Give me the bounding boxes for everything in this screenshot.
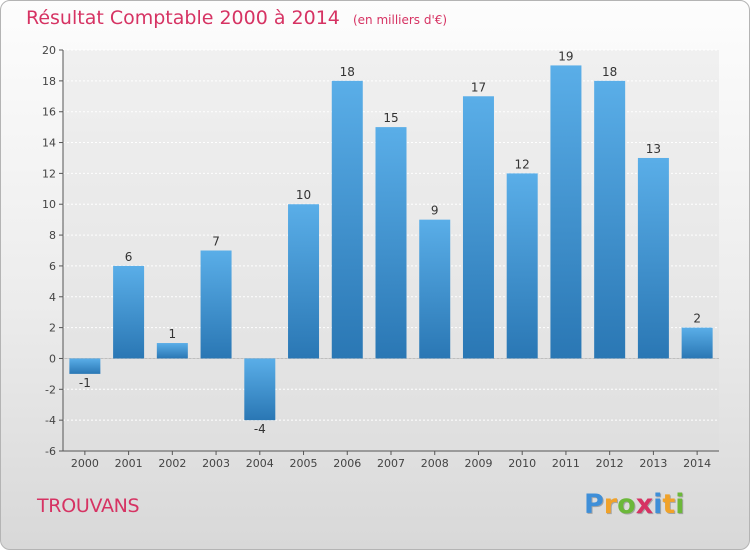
bar [375, 127, 407, 359]
y-tick-label: -2 [45, 383, 56, 396]
logo-letter: x [635, 489, 654, 520]
x-tick-label: 2002 [158, 457, 186, 470]
bar-value-label: 6 [125, 250, 133, 264]
bar-value-label: 12 [515, 157, 530, 171]
y-tick-label: 14 [42, 137, 56, 150]
bar-value-label: 17 [471, 80, 486, 94]
commune-name: TROUVANS [37, 495, 140, 517]
y-tick-label: 10 [42, 198, 56, 211]
y-tick-label: 8 [49, 229, 56, 242]
logo-letter: t [662, 489, 676, 520]
logo-letter: o [617, 489, 636, 520]
bar-value-label: 13 [646, 142, 661, 156]
bar-value-label: 15 [383, 111, 398, 125]
bar [69, 358, 101, 374]
bar [156, 343, 188, 359]
bar-value-label: 9 [431, 204, 439, 218]
bar-value-label: -4 [254, 422, 266, 436]
bar-value-label: 2 [693, 312, 701, 326]
bar-value-label: 18 [340, 65, 355, 79]
y-tick-label: 18 [42, 75, 56, 88]
bar [419, 219, 451, 359]
x-tick-label: 2006 [333, 457, 361, 470]
bar-value-label: 19 [558, 49, 573, 63]
x-tick-label: 2001 [115, 457, 143, 470]
bar [637, 157, 669, 359]
x-tick-label: 2004 [246, 457, 274, 470]
x-tick-label: 2012 [596, 457, 624, 470]
logo-letter: i [653, 489, 663, 520]
bar [462, 96, 494, 359]
chart-title: Résultat Comptable 2000 à 2014 (en milli… [26, 7, 447, 29]
x-tick-label: 2014 [683, 457, 711, 470]
logo-letter: i [675, 489, 685, 520]
x-tick-label: 2003 [202, 457, 230, 470]
bar [200, 250, 232, 359]
x-tick-label: 2000 [71, 457, 99, 470]
unit-text: (en milliers d'€) [352, 13, 448, 27]
logo-letter: r [603, 489, 618, 520]
y-tick-label: 16 [42, 106, 56, 119]
bar-value-label: 18 [602, 65, 617, 79]
bar [288, 204, 320, 359]
proxiti-logo: Proxiti [584, 489, 685, 520]
title-text: Résultat Comptable 2000 à 2014 [26, 7, 340, 29]
x-tick-label: 2010 [508, 457, 536, 470]
x-tick-label: 2009 [464, 457, 492, 470]
y-tick-label: -4 [45, 414, 56, 427]
y-tick-label: -6 [45, 445, 56, 458]
bar-value-label: 7 [212, 235, 220, 249]
x-tick-label: 2005 [290, 457, 318, 470]
y-tick-label: 4 [49, 291, 56, 304]
bar [331, 80, 363, 359]
bar [550, 65, 582, 359]
x-tick-label: 2007 [377, 457, 405, 470]
x-tick-label: 2011 [552, 457, 580, 470]
x-tick-label: 2008 [421, 457, 449, 470]
bar-value-label: 1 [169, 327, 177, 341]
bar [506, 173, 538, 359]
bar [244, 358, 276, 421]
bar [681, 327, 713, 359]
x-tick-label: 2013 [639, 457, 667, 470]
bar [113, 265, 145, 359]
y-tick-label: 12 [42, 167, 56, 180]
y-tick-label: 20 [42, 44, 56, 57]
bar [594, 80, 626, 359]
logo-letter: P [584, 489, 604, 520]
y-tick-label: 6 [49, 260, 56, 273]
y-tick-label: 2 [49, 322, 56, 335]
bar-value-label: -1 [79, 376, 91, 390]
y-tick-label: 0 [49, 352, 56, 365]
bar-value-label: 10 [296, 188, 311, 202]
